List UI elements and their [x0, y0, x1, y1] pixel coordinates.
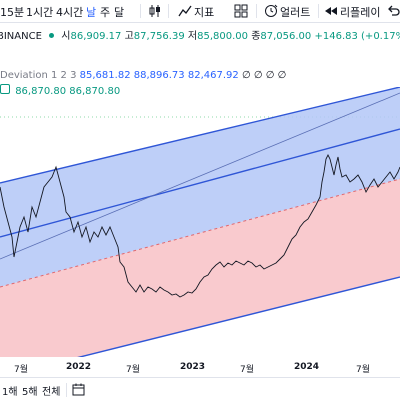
replay-rewind-icon[interactable]: [324, 4, 338, 21]
close-value: 87,056.00: [260, 31, 312, 42]
trend-line: [0, 92, 400, 260]
undo-icon[interactable]: [386, 4, 400, 21]
alert-button[interactable]: 얼러트: [280, 6, 311, 19]
x-tick: 7월: [14, 365, 29, 375]
bottombar-divider: [66, 383, 67, 397]
layout-grid-icon[interactable]: [234, 4, 248, 21]
symbol-legend: BINANCE 시86,909.17 고87,756.39 저85,800.00…: [0, 27, 400, 42]
lower-deviation-band: [0, 179, 400, 377]
range-bar: 1해 5해 전체: [0, 377, 400, 401]
top-toolbar: 15분 1시간 4시간 날 주 달 지표 얼러트 리플레이: [0, 0, 400, 23]
open-value: 86,909.17: [70, 31, 122, 42]
change-value: +146.83 (+0.17%): [314, 31, 400, 42]
time-axis[interactable]: 7월 2022 7월 2023 7월 2024 7월: [0, 357, 400, 377]
x-tick: 7월: [240, 365, 255, 375]
toolbar-divider: [318, 4, 319, 18]
indicator2-value-2: 86,870.80: [69, 86, 121, 97]
price-series-line: [0, 153, 400, 298]
toolbar-divider: [256, 4, 257, 18]
x-tick: 2022: [66, 362, 92, 372]
indicators-icon[interactable]: [178, 4, 192, 21]
indicators-button[interactable]: 지표: [194, 6, 215, 19]
alert-clock-icon[interactable]: [264, 4, 278, 21]
interval-day[interactable]: 날: [86, 6, 97, 19]
center-channel-line: [0, 128, 400, 238]
indicator-value-2: 88,896.73: [133, 70, 185, 81]
chart-canvas[interactable]: [0, 86, 400, 378]
low-label: 저: [187, 31, 198, 42]
price-chart[interactable]: [0, 86, 400, 378]
indicator-empty-values: ∅ ∅ ∅ ∅: [241, 70, 287, 81]
high-label: 고: [124, 31, 134, 42]
x-tick: 2023: [180, 362, 206, 372]
interval-4h[interactable]: 4시간: [56, 6, 84, 19]
replay-button[interactable]: 리플레이: [340, 6, 381, 19]
toolbar-divider: [168, 4, 169, 18]
interval-week[interactable]: 주: [100, 6, 111, 19]
interval-month[interactable]: 달: [114, 6, 125, 19]
open-label: 시: [61, 31, 71, 42]
upper-deviation-band: [0, 87, 400, 287]
low-value: 85,800.00: [197, 31, 248, 42]
indicator2-value-1: 86,870.80: [15, 86, 67, 97]
range-5y-button[interactable]: 5해: [22, 387, 38, 398]
range-1y-button[interactable]: 1해: [2, 387, 18, 398]
x-tick: 7월: [356, 365, 371, 375]
indicator2-visibility-icon[interactable]: [0, 84, 10, 94]
date-range-calendar-icon[interactable]: [72, 383, 85, 399]
toolbar-divider: [140, 4, 141, 18]
close-label: 종: [251, 31, 261, 42]
interval-15m[interactable]: 15분: [0, 6, 25, 19]
indicator-value-1: 85,681.82: [79, 70, 131, 81]
indicator2-legend[interactable]: 86,870.80 86,870.80: [0, 84, 120, 97]
indicator-name[interactable]: Deviation 1 2 3: [0, 70, 77, 81]
exchange-label[interactable]: BINANCE: [0, 31, 42, 42]
indicator-value-3: 82,467.92: [187, 70, 239, 81]
range-all-button[interactable]: 전체: [42, 387, 61, 398]
market-open-dot-icon: [49, 33, 55, 38]
indicator-legend[interactable]: Deviation 1 2 3 85,681.82 88,896.73 82,4…: [0, 70, 286, 81]
interval-1h[interactable]: 1시간: [26, 6, 54, 19]
x-tick: 2024: [294, 362, 320, 372]
upper-channel-line: [0, 86, 400, 184]
x-tick: 7월: [126, 365, 141, 375]
candles-icon[interactable]: [148, 4, 162, 21]
high-value: 87,756.39: [133, 31, 185, 42]
